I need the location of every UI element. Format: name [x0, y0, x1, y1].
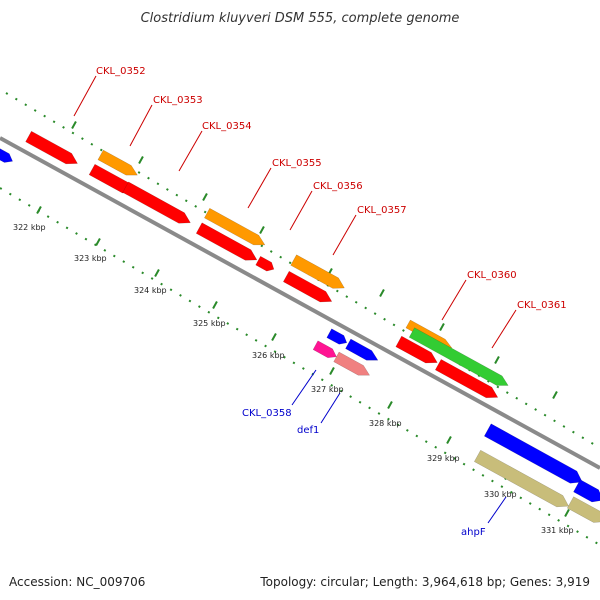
gene-label-ckl-0353[interactable]: CKL_0353	[153, 95, 203, 106]
major-tick	[259, 226, 265, 234]
gene-red-d[interactable]	[434, 359, 499, 399]
gene-label-def1[interactable]: def1	[297, 425, 319, 436]
major-tick	[552, 391, 558, 399]
tick-label-322: 322 kbp	[13, 223, 46, 232]
gene-ckl-0354[interactable]	[122, 181, 191, 224]
gene-blue-b[interactable]	[345, 338, 379, 361]
gene-ahpf[interactable]	[473, 449, 570, 508]
gene-label-ckl-0352[interactable]: CKL_0352	[96, 66, 146, 77]
major-tick	[379, 289, 385, 297]
callout-line	[487, 496, 507, 524]
callout-line	[73, 75, 97, 117]
gene-labels: CKL_0352 CKL_0353 CKL_0354 CKL_0355 CKL_…	[96, 66, 567, 538]
gene-ckl-0355-b[interactable]	[195, 222, 258, 261]
major-tick	[202, 193, 208, 201]
callout-line	[332, 214, 357, 256]
tick-label-325: 325 kbp	[193, 319, 226, 328]
gene-ckl-0355[interactable]	[204, 207, 266, 246]
tick-label-327: 327 kbp	[311, 385, 344, 394]
gene-label-ckl-0357[interactable]: CKL_0357	[357, 205, 407, 216]
major-tick	[95, 238, 101, 246]
gene-label-ckl-0360[interactable]: CKL_0360	[467, 270, 517, 281]
major-tick	[494, 356, 500, 364]
callout-line	[129, 104, 153, 147]
callout-line	[320, 392, 341, 424]
gene-label-ckl-0354[interactable]: CKL_0354	[202, 121, 252, 132]
gene-def1[interactable]	[333, 351, 371, 376]
major-tick	[71, 121, 77, 129]
major-tick	[439, 323, 445, 331]
tick-label-324: 324 kbp	[134, 286, 167, 295]
tick-label-328: 328 kbp	[369, 419, 402, 428]
gene-label-ahpf[interactable]: ahpF	[461, 527, 486, 538]
gene-ckl-0353[interactable]	[97, 149, 138, 176]
gene-blue-edge[interactable]	[573, 479, 600, 503]
gene-red-c[interactable]	[395, 335, 438, 364]
callout-line	[291, 369, 317, 406]
gene-label-ckl-0361[interactable]: CKL_0361	[517, 300, 567, 311]
gene-ckl-0361[interactable]	[408, 327, 509, 386]
major-tick	[212, 301, 218, 309]
callout-line	[441, 279, 467, 321]
gene-features	[0, 130, 600, 523]
gene-blue-large[interactable]	[483, 423, 583, 484]
tick-label-329: 329 kbp	[427, 454, 460, 463]
tick-label-326: 326 kbp	[252, 351, 285, 360]
callout-line	[491, 309, 517, 349]
major-tick	[138, 156, 144, 164]
major-tick	[329, 367, 335, 375]
major-tick	[36, 206, 42, 214]
accession-text: Accession: NC_009706	[9, 575, 145, 589]
tick-label-331: 331 kbp	[541, 526, 574, 535]
genome-backbone	[0, 136, 600, 470]
gene-small-red[interactable]	[255, 255, 275, 272]
gene-label-ckl-0356[interactable]: CKL_0356	[313, 181, 363, 192]
gene-label-ckl-0355[interactable]: CKL_0355	[272, 158, 322, 169]
gene-partial-left[interactable]	[0, 146, 13, 163]
major-tick	[271, 333, 277, 341]
major-tick	[446, 436, 452, 444]
tick-labels: 322 kbp 323 kbp 324 kbp 325 kbp 326 kbp …	[13, 223, 574, 535]
major-tick	[154, 269, 160, 277]
major-tick	[387, 401, 393, 409]
gene-ckl-0357[interactable]	[282, 270, 333, 303]
gene-callouts	[73, 75, 517, 524]
gene-label-ckl-0358[interactable]: CKL_0358	[242, 408, 292, 419]
map-title: Clostridium kluyveri DSM 555, complete g…	[141, 11, 460, 26]
callout-line	[178, 130, 203, 172]
callout-line	[289, 190, 313, 231]
callout-line	[247, 167, 272, 209]
topology-text: Topology: circular; Length: 3,964,618 bp…	[259, 575, 590, 589]
gene-ckl-0352[interactable]	[25, 130, 78, 165]
gene-blue-small[interactable]	[326, 328, 348, 345]
tick-label-323: 323 kbp	[74, 254, 107, 263]
tick-label-330: 330 kbp	[484, 490, 517, 499]
major-tick	[564, 509, 570, 517]
gene-ckl-0356[interactable]	[290, 254, 345, 289]
gene-ckl-0358[interactable]	[312, 340, 337, 358]
